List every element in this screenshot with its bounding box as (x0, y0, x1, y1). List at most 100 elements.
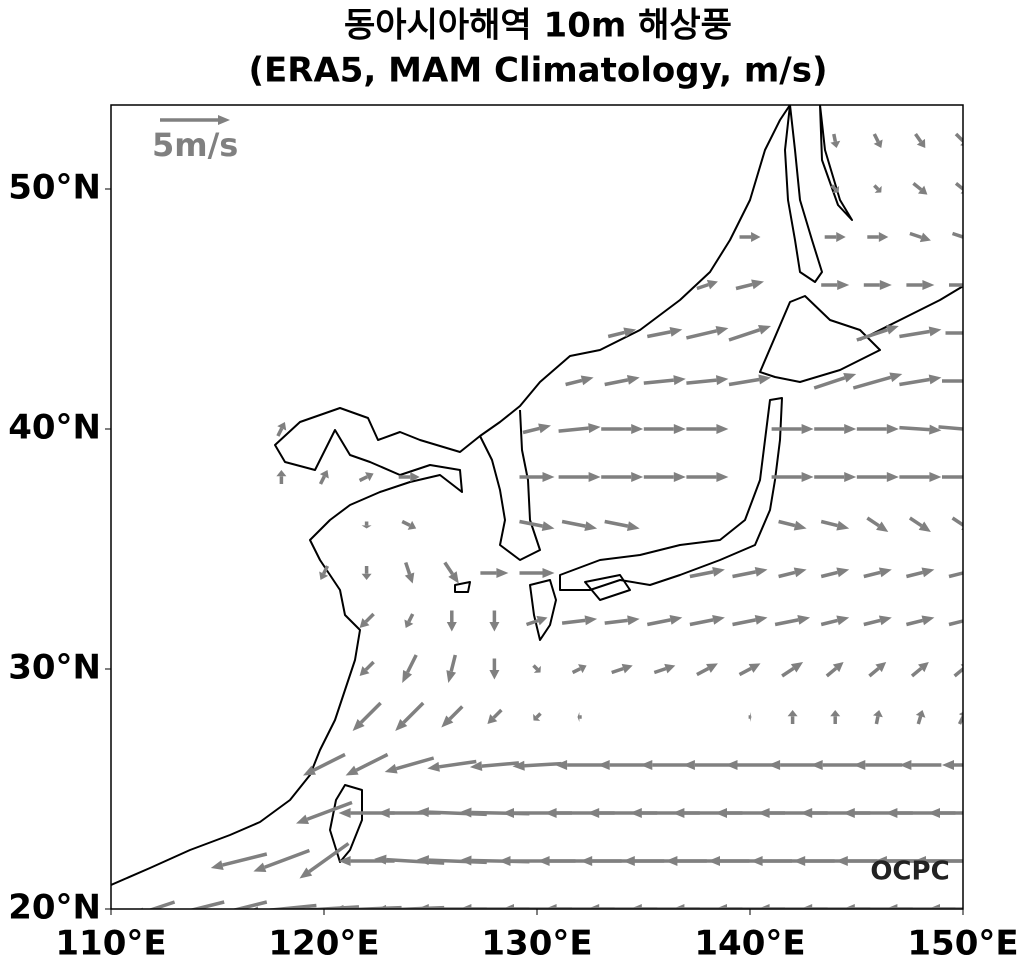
arrow-head (922, 280, 935, 290)
arrow-head (537, 856, 550, 866)
arrow-head (446, 622, 457, 632)
wind-arrow (646, 326, 683, 339)
wind-arrow (810, 760, 860, 770)
arrow-head (797, 614, 811, 625)
arrow-head (885, 808, 898, 818)
arrow-head (725, 760, 738, 770)
arrow-shaft (905, 570, 924, 579)
arrow-head (512, 760, 525, 771)
arrow-head (928, 374, 942, 385)
wind-arrow (928, 904, 963, 909)
wind-arrow (906, 280, 935, 290)
wind-arrow (555, 760, 605, 770)
y-tick-label: 40°N (8, 408, 101, 448)
arrow-shaft (306, 800, 353, 821)
arrow-shaft (406, 654, 418, 674)
arrow-shaft (646, 618, 671, 627)
wind-arrow (533, 712, 542, 721)
arrow-head (622, 856, 635, 866)
wind-arrow (735, 279, 764, 291)
arrow-shaft (728, 328, 761, 342)
kurils (859, 285, 963, 341)
arrow-head (538, 423, 551, 434)
arrow-shaft (863, 618, 881, 627)
wind-arrow (748, 712, 752, 722)
arrow-head (885, 325, 899, 335)
wind-arrow (732, 566, 768, 579)
arrow-head (962, 240, 963, 243)
wind-arrow (384, 756, 435, 774)
arrow-head (842, 808, 855, 818)
arrow-shaft (689, 570, 714, 579)
arrow-shaft (646, 330, 671, 339)
arrow-head (958, 711, 963, 717)
arrow-head (448, 571, 459, 584)
arrow-head (942, 760, 954, 770)
wind-arrow (781, 662, 804, 678)
wind-arrow (942, 760, 963, 770)
arrow-head (915, 710, 926, 718)
arrow-shaft (830, 184, 837, 191)
hokkaido (759, 295, 881, 383)
wind-arrow (210, 852, 268, 870)
arrow-head (361, 573, 372, 580)
wind-arrow (800, 904, 871, 909)
arrow-shaft (395, 756, 435, 771)
wind-arrow (643, 424, 686, 434)
y-tick-label: 20°N (8, 888, 101, 928)
arrow-head (758, 325, 771, 335)
arrow-head (682, 760, 695, 770)
arrow-shaft (322, 565, 330, 575)
kamchatka-edge (819, 105, 853, 221)
arrow-head (597, 760, 610, 770)
wind-arrow (653, 663, 676, 675)
arrow-head (837, 280, 850, 290)
y-tick-label: 30°N (8, 648, 101, 688)
wind-arrow (672, 904, 743, 909)
wind-arrow (899, 472, 942, 482)
arrow-head (293, 905, 301, 909)
wind-arrow (905, 567, 935, 579)
wind-arrow (512, 760, 562, 771)
wind-arrow (938, 425, 963, 431)
arrow-shaft (359, 701, 382, 724)
arrow-head (441, 715, 454, 728)
arrow-shaft (561, 618, 586, 625)
arrow-shaft (231, 900, 268, 909)
arrow-head (875, 662, 887, 673)
arrow-shaft (686, 329, 718, 340)
wind-arrow (682, 760, 732, 770)
wind-arrow (395, 701, 425, 731)
wind-arrow (558, 423, 601, 434)
arrow-shaft (938, 425, 963, 431)
arrow-head (416, 807, 429, 818)
arrow-head (889, 372, 903, 383)
arrow-head (218, 115, 230, 125)
arrow-head (587, 904, 600, 909)
arrow-shaft (686, 378, 717, 385)
wind-arrow (778, 567, 807, 579)
wind-arrow (296, 800, 353, 824)
arrow-head (768, 760, 781, 770)
arrow-shaft (874, 715, 880, 725)
wind-arrow (912, 182, 928, 195)
arrow-head (844, 424, 857, 434)
arrow-head (498, 856, 511, 866)
mainland-coast (111, 105, 791, 886)
arrow-head (502, 808, 514, 818)
arrow-head (716, 424, 729, 434)
arrow-head (748, 663, 761, 673)
wind-arrow (401, 519, 417, 530)
wind-arrow (377, 904, 445, 909)
arrow-shaft (825, 666, 838, 678)
wind-arrow (177, 900, 225, 909)
arrow-head (276, 470, 287, 477)
arrow-head (965, 280, 977, 290)
arrow-head (835, 856, 848, 866)
arrow-head (352, 718, 365, 731)
wind-arrow (732, 614, 768, 627)
arrow-head (536, 615, 548, 626)
arrow-head (359, 666, 370, 676)
taiwan (329, 784, 363, 863)
arrow-head (580, 856, 593, 866)
